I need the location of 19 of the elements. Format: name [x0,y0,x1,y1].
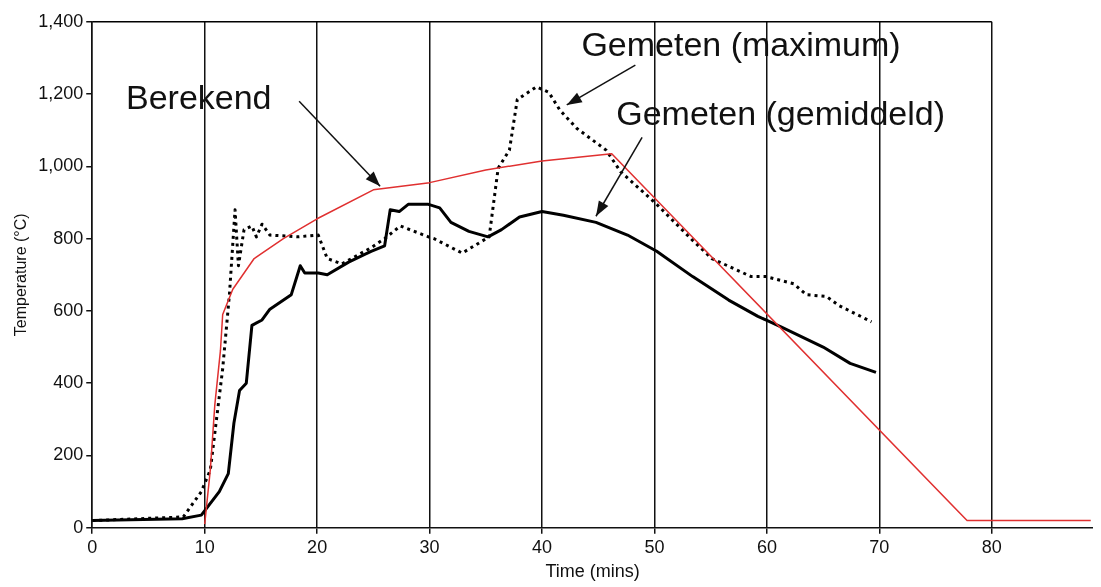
x-tick-label: 60 [756,536,777,557]
x-tick-label: 80 [981,536,1002,557]
x-tick-label: 50 [644,536,665,557]
y-tick-label: 200 [53,444,84,465]
y-tick-label: 800 [53,227,84,248]
x-axis-title: Time (mins) [545,561,640,582]
y-tick-label: 1,000 [38,155,84,176]
x-tick-label: 40 [532,536,553,557]
y-tick-label: 0 [73,516,84,537]
x-tick-label: 30 [419,536,440,557]
y-tick-label: 600 [53,299,84,320]
x-tick-label: 20 [307,536,328,557]
x-tick-label: 0 [87,536,98,557]
y-tick-label: 1,400 [38,10,84,31]
y-tick-label: 1,200 [38,83,84,104]
x-tick-label: 10 [194,536,215,557]
x-tick-label: 70 [869,536,890,557]
y-axis-title: Temperature (°C) [12,213,30,337]
y-tick-label: 400 [53,372,84,393]
